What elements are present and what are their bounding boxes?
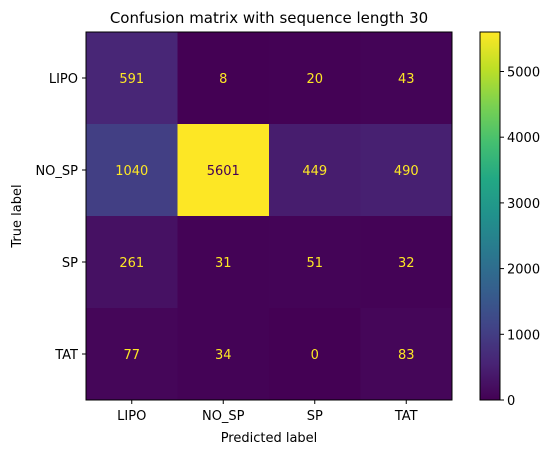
matrix-cell-no_sp-lipo: [86, 124, 178, 217]
cell-value: 51: [306, 256, 323, 271]
x-tick-label: LIPO: [117, 409, 146, 424]
colorbar-tick-label: 0: [507, 394, 515, 409]
matrix-cell-tat-lipo: [86, 308, 178, 401]
matrix-cell-sp-tat: [360, 216, 453, 309]
matrix-cell-labels: 591 8 20 43 1040 5601 449 490 261 31 51 32 77 34 0 83: [115, 72, 418, 363]
chart-title: Confusion matrix with sequence length 30: [110, 9, 428, 27]
colorbar: [479, 31, 501, 401]
colorbar-tick-label: 5000: [507, 65, 540, 80]
colorbar-tick-label: 1000: [507, 328, 540, 343]
colorbar-tick-label: 3000: [507, 197, 540, 212]
x-axis-ticks: LIPO NO_SP SP TAT: [117, 400, 418, 424]
matrix-cell-lipo-no_sp: [177, 32, 270, 125]
cell-value: 591: [119, 72, 144, 87]
cell-value: 34: [215, 348, 232, 363]
y-tick-label: SP: [62, 256, 78, 271]
x-tick-label: SP: [307, 409, 323, 424]
cell-value: 1040: [115, 164, 148, 179]
cell-value: 77: [123, 348, 140, 363]
cell-value: 490: [394, 164, 419, 179]
cell-value: 261: [119, 256, 144, 271]
cell-value: 8: [219, 72, 227, 87]
cell-value: 0: [311, 348, 319, 363]
matrix-cell-no_sp-no_sp: [177, 124, 270, 217]
y-tick-label: LIPO: [49, 72, 78, 87]
cell-value: 32: [398, 256, 415, 271]
colorbar-tick-label: 2000: [507, 263, 540, 278]
matrix-cell-tat-no_sp: [177, 308, 270, 401]
matrix-cell-sp-lipo: [86, 216, 178, 309]
x-tick-label: TAT: [394, 409, 418, 424]
cell-value: 449: [302, 164, 327, 179]
matrix-cell-no_sp-tat: [360, 124, 453, 217]
cell-value: 31: [215, 256, 232, 271]
matrix-cell-tat-sp: [269, 308, 361, 401]
cell-value: 43: [398, 72, 415, 87]
x-tick-label: NO_SP: [202, 409, 245, 424]
matrix-cell-lipo-lipo: [86, 32, 178, 125]
cell-value: 5601: [207, 164, 240, 179]
matrix-cell-tat-tat: [360, 308, 453, 401]
cell-value: 83: [398, 348, 415, 363]
matrix-cells: [86, 32, 453, 401]
colorbar-tick-label: 4000: [507, 131, 540, 146]
y-axis-ticks: LIPO NO_SP SP TAT: [35, 72, 86, 363]
cell-value: 20: [306, 72, 323, 87]
y-tick-label: NO_SP: [35, 164, 78, 179]
matrix-cell-sp-sp: [269, 216, 361, 309]
y-axis-label: True label: [10, 184, 25, 248]
matrix-cell-lipo-tat: [360, 32, 453, 125]
x-axis-label: Predicted label: [221, 431, 318, 446]
matrix-cell-sp-no_sp: [177, 216, 270, 309]
y-tick-label: TAT: [54, 348, 78, 363]
matrix-cell-no_sp-sp: [269, 124, 361, 217]
colorbar-ticks: 0 1000 2000 3000 4000 5000: [500, 65, 540, 409]
matrix-frame: [85, 31, 453, 401]
matrix-cell-lipo-sp: [269, 32, 361, 125]
